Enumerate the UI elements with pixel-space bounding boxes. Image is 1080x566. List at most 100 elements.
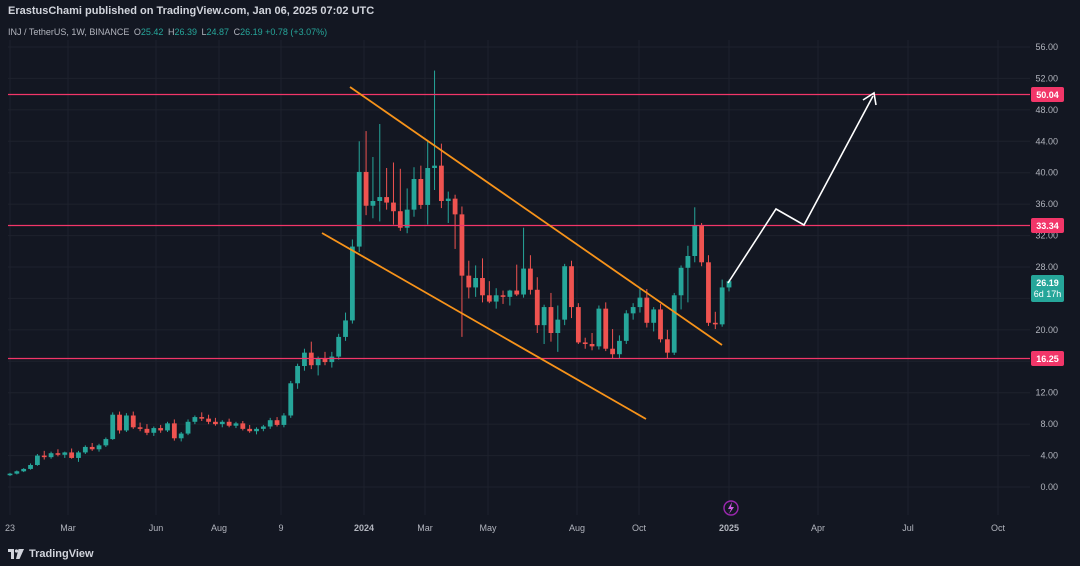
candle-body [21,468,27,472]
tag-16-bg [1031,351,1064,366]
x-tick-label: Mar [417,523,433,533]
candle-body [151,428,157,433]
candle-body [363,171,369,206]
candle-body [685,256,691,268]
tag-50-bg [1031,87,1064,102]
candle-body [206,418,211,422]
candle-body [144,428,150,433]
candle-body [192,417,198,422]
candle-body [486,295,492,302]
candle-body [630,307,636,314]
x-tick-label: 9 [278,523,283,533]
x-tick-label: Mar [60,523,76,533]
candle-body [712,322,718,325]
tag-16-label: 16.25 [1036,354,1059,364]
candle-body [82,446,88,453]
y-tick-label: 20.00 [1035,325,1058,335]
high-value: 26.39 [174,27,197,37]
candle-body [548,307,554,334]
candle-body [62,452,68,455]
candle-body [110,414,116,440]
candle-body [500,295,506,297]
candle-body [158,428,164,431]
candle-body [658,309,663,340]
candle-body [391,202,396,212]
candle-body [637,297,643,308]
x-tick-label: Oct [632,523,647,533]
y-tick-label: 36.00 [1035,199,1058,209]
candle-body [411,179,417,210]
y-tick-label: 32.00 [1035,231,1058,241]
candle-body [384,197,390,203]
candle-body [706,262,711,323]
y-tick-label: 40.00 [1035,168,1058,178]
candle-body [199,417,205,419]
x-tick-label: Aug [569,523,585,533]
candle-body [28,465,33,469]
x-tick-label: Jul [902,523,914,533]
y-tick-label: 4.00 [1040,451,1058,461]
projection-path [727,95,874,284]
candle-body [356,171,362,247]
candle-body [240,423,246,429]
candle-body [254,428,259,432]
candle-body [589,344,595,347]
candle-body [466,275,472,288]
current-price-tag-bg [1031,275,1064,302]
candle-body [48,453,54,458]
candle-body [726,281,732,288]
candle-body [226,421,232,426]
price-axis[interactable]: 56.00 52.00 48.00 44.00 40.00 36.00 32.00 28.00… [1035,42,1058,492]
candle-body [329,356,335,363]
x-tick-label: Oct [991,523,1006,533]
candle-body [288,383,294,416]
open-label: O [133,27,141,37]
candle-body [171,423,177,439]
open-value: 25.42 [140,27,164,37]
publication-info: ErastusChami published on TradingView.co… [8,5,375,17]
candle-body [281,415,287,425]
footer-brand[interactable]: TradingView [8,546,94,562]
candle-body [7,473,13,476]
candle-body [541,307,547,326]
candle-body [274,420,280,425]
y-tick-label: 12.00 [1035,388,1058,398]
candle-body [445,198,451,202]
candle-body [397,211,403,228]
candle-body [117,414,122,431]
candle-body [555,319,561,334]
candle-body [452,198,458,215]
candle-body [89,446,95,450]
change-value: +0.78 (+3.07%) [265,27,328,37]
countdown-label: 6d 17h [1034,289,1062,299]
candle-body [692,225,698,257]
candle-body [480,278,485,296]
candle-body [55,453,61,455]
candle-body [493,295,499,302]
candle-body [617,340,622,355]
candle-body [41,455,47,458]
x-tick-label: 2025 [719,523,739,533]
gridlines [8,40,1030,515]
candle-body [418,179,424,205]
candle-body [603,308,609,349]
lightning-event-icon[interactable] [723,500,739,516]
y-tick-label: 52.00 [1035,73,1058,83]
x-tick-label: 2024 [354,523,374,533]
y-tick-label: 56.00 [1035,42,1058,52]
candle-body [678,267,684,296]
current-price-label: 26.19 [1036,278,1059,288]
x-tick-label: 23 [5,523,15,533]
time-axis[interactable]: 23 Mar Jun Aug 9 2024 Mar May Aug Oct 2025 Apr Jul Oc… [5,523,1006,533]
candle-body [534,289,540,326]
candle-body [219,421,225,425]
candle-body [76,452,81,458]
x-tick-label: May [479,523,497,533]
x-tick-label: Jun [149,523,164,533]
candle-body [473,278,479,288]
close-value: 26.19 [240,27,263,37]
candle-body [582,342,588,345]
candle-body [130,415,136,428]
candle-body [69,452,75,458]
